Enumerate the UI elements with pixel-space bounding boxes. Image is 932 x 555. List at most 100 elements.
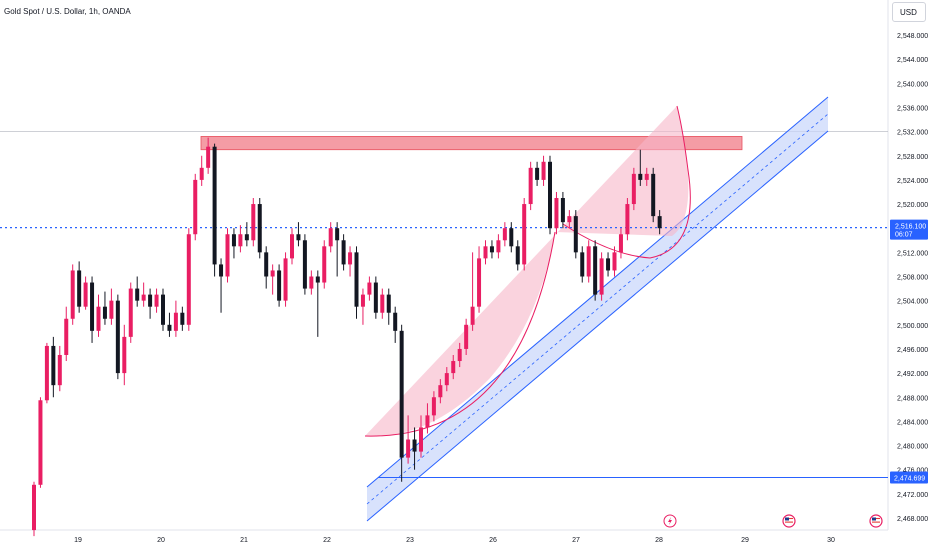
currency-button[interactable]: USD: [892, 2, 926, 22]
y-tick-label: 2,472.000: [897, 492, 928, 499]
candle: [380, 288, 385, 319]
resistance-zone: [200, 136, 743, 151]
x-tick-label: 21: [240, 537, 248, 544]
symbol-title: Gold Spot / U.S. Dollar, 1h, OANDA: [4, 7, 131, 16]
candle: [302, 234, 307, 295]
candle: [535, 161, 540, 186]
candle: [560, 191, 565, 229]
candle: [173, 300, 178, 337]
y-tick-label: 2,496.000: [897, 347, 928, 354]
candle: [651, 167, 656, 223]
y-tick-label: 2,480.000: [897, 444, 928, 451]
candle-body: [399, 330, 404, 458]
y-tick-label: 2,536.000: [897, 105, 928, 112]
candle: [444, 367, 449, 392]
candle-body: [251, 204, 256, 241]
candle-body: [560, 198, 565, 223]
candle: [573, 210, 578, 259]
candle-body: [477, 258, 482, 307]
candle: [522, 198, 527, 271]
candle-body: [141, 294, 146, 301]
candle-body: [419, 427, 423, 452]
candle-body: [548, 161, 552, 229]
candle: [457, 342, 462, 368]
candle: [231, 228, 236, 259]
candle-body: [528, 167, 533, 205]
candle: [464, 318, 469, 355]
candle-body: [186, 234, 191, 325]
candle: [83, 276, 88, 310]
candle-body: [277, 270, 282, 301]
candle-body: [638, 173, 643, 180]
y-tick-label: 2,468.000: [897, 516, 928, 523]
x-tick-label: 26: [489, 537, 497, 544]
y-tick-label: 2,540.000: [897, 81, 928, 88]
candle: [386, 288, 391, 325]
lightning-icon[interactable]: [663, 514, 677, 528]
candle: [32, 481, 36, 537]
candle: [296, 222, 301, 247]
levels-group: [0, 226, 888, 479]
flag-icon-circle: [869, 514, 883, 528]
x-tick-label: 22: [323, 537, 331, 544]
candle-body: [264, 252, 269, 277]
x-tick-label: 30: [827, 537, 835, 544]
candle: [335, 222, 340, 277]
candle-body: [393, 312, 398, 331]
candle-body: [206, 146, 211, 168]
candle: [406, 415, 411, 464]
price-axis[interactable]: 2,548.000 2,544.000 2,540.000 2,536.000 2,53…: [897, 33, 928, 523]
time-axis[interactable]: 19 20 21 22 23 26 27 28 29 30: [74, 537, 835, 544]
candle: [206, 137, 211, 174]
candle-body: [257, 204, 262, 253]
candle-body: [625, 204, 630, 235]
y-tick-label: 2,492.000: [897, 371, 928, 378]
candle-body: [38, 400, 43, 485]
current-price-tag: [890, 219, 928, 240]
candle: [270, 264, 275, 295]
candle-body: [451, 361, 456, 374]
candle-body: [57, 354, 62, 386]
candle: [277, 264, 282, 307]
candle: [328, 222, 333, 253]
y-tick-label: 2,528.000: [897, 154, 928, 161]
candle-body: [580, 252, 585, 277]
candle: [489, 240, 494, 259]
candle-body: [77, 270, 82, 307]
lightning-bolt: [668, 517, 672, 525]
candle: [128, 282, 133, 343]
candle: [548, 155, 552, 235]
candle-body: [554, 198, 559, 229]
candle-body: [83, 282, 88, 307]
candle-body: [335, 228, 340, 241]
y-tick-label: 2,484.000: [897, 419, 928, 426]
y-tick-label: 2,504.000: [897, 299, 928, 306]
candle: [309, 270, 314, 295]
candle: [541, 155, 546, 186]
y-tick-label: 2,512.000: [897, 250, 928, 257]
candle: [483, 240, 488, 265]
candle: [212, 143, 217, 277]
candle-body: [128, 288, 133, 337]
us-flag-icon[interactable]: [782, 514, 796, 528]
candle: [193, 173, 198, 241]
level-tag-value: 2,474.699: [894, 476, 925, 483]
candle: [360, 288, 365, 325]
candle-body: [309, 276, 314, 289]
us-flag-icon[interactable]: [869, 514, 883, 528]
candle: [431, 391, 436, 422]
candle: [77, 261, 82, 313]
candle: [606, 252, 611, 277]
candle: [554, 191, 559, 235]
candle: [64, 306, 69, 362]
candle: [515, 240, 520, 271]
candle: [219, 258, 224, 313]
candle-body: [502, 228, 507, 241]
candle: [135, 276, 140, 307]
candle: [290, 228, 294, 265]
candle: [373, 276, 378, 319]
candle: [167, 312, 172, 337]
candle-body: [315, 276, 320, 283]
